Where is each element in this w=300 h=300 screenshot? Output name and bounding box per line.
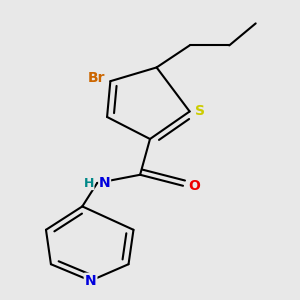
Text: N: N (99, 176, 110, 190)
Text: O: O (188, 179, 200, 193)
Text: H: H (83, 176, 94, 190)
Text: Br: Br (88, 71, 105, 85)
Text: N: N (85, 274, 96, 288)
Text: S: S (195, 104, 205, 118)
